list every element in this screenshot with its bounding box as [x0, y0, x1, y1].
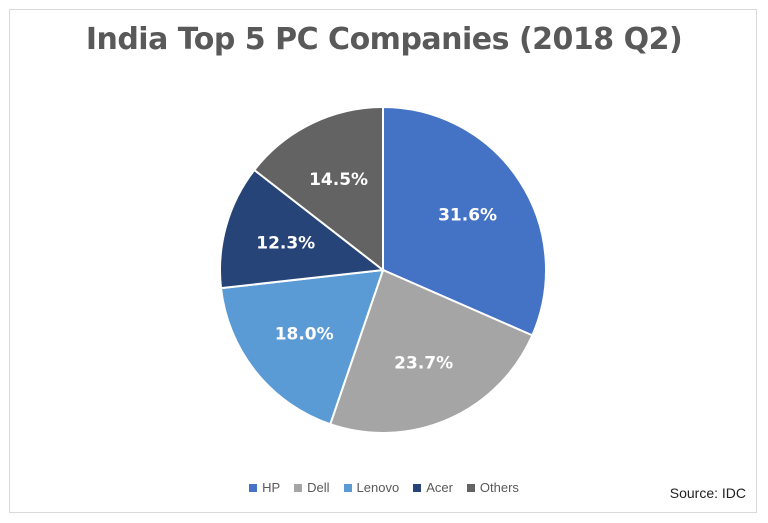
data-label-hp: 31.6% — [438, 206, 497, 226]
data-label-lenovo: 18.0% — [275, 324, 334, 344]
pie-slice-hp — [382, 105, 547, 337]
data-label-acer: 12.3% — [256, 234, 315, 254]
legend-label: Lenovo — [356, 480, 400, 495]
pie-slice-dell — [328, 268, 534, 434]
pie-slice-others — [252, 105, 384, 273]
legend-swatch — [413, 483, 422, 492]
legend-item-dell: Dell — [294, 480, 330, 495]
legend: HP Dell Lenovo Acer Others — [0, 480, 768, 495]
legend-label: HP — [262, 480, 281, 495]
legend-label: Dell — [307, 480, 330, 495]
legend-item-acer: Acer — [413, 480, 453, 495]
legend-swatch — [466, 483, 475, 492]
legend-item-lenovo: Lenovo — [343, 480, 400, 495]
legend-item-others: Others — [466, 480, 519, 495]
legend-item-hp: HP — [249, 480, 280, 495]
legend-label: Acer — [426, 480, 453, 495]
legend-label: Others — [479, 480, 519, 495]
legend-swatch — [294, 483, 303, 492]
legend-swatch — [249, 483, 258, 492]
chart-title: India Top 5 PC Companies (2018 Q2) — [85, 22, 683, 57]
pie-slice-acer — [219, 168, 386, 290]
data-label-dell: 23.7% — [394, 354, 453, 374]
pie-slice-lenovo — [219, 268, 385, 426]
legend-swatch — [343, 483, 352, 492]
data-label-others: 14.5% — [309, 170, 368, 190]
source-note: Source: IDC — [669, 485, 746, 501]
